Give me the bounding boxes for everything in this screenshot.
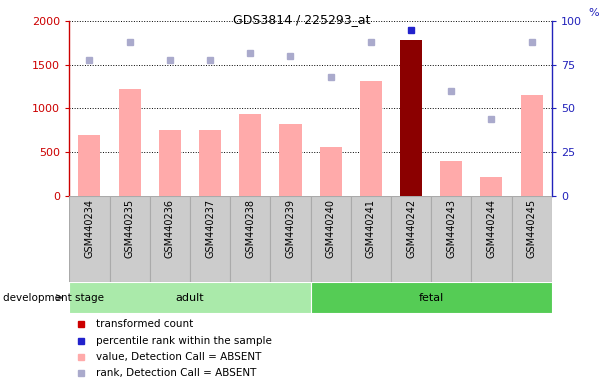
Bar (69, 282, 311, 313)
Bar (279, 124, 302, 196)
Bar (311, 196, 351, 282)
Bar (520, 95, 543, 196)
Text: GSM440245: GSM440245 (526, 199, 537, 258)
Text: transformed count: transformed count (96, 319, 194, 329)
Text: GDS3814 / 225293_at: GDS3814 / 225293_at (233, 13, 370, 26)
Text: GSM440236: GSM440236 (165, 199, 175, 258)
Text: GSM440235: GSM440235 (125, 199, 134, 258)
Bar (270, 196, 311, 282)
Text: GSM440244: GSM440244 (487, 199, 496, 258)
Text: GSM440238: GSM440238 (245, 199, 255, 258)
Text: percentile rank within the sample: percentile rank within the sample (96, 336, 273, 346)
Text: value, Detection Call = ABSENT: value, Detection Call = ABSENT (96, 352, 262, 362)
Bar (190, 196, 230, 282)
Bar (119, 89, 140, 196)
Text: adult: adult (175, 293, 204, 303)
Bar (239, 114, 261, 196)
Bar (159, 130, 181, 196)
Bar (230, 196, 270, 282)
Bar (431, 196, 472, 282)
Bar (391, 196, 431, 282)
Text: GSM440237: GSM440237 (205, 199, 215, 258)
Bar (472, 196, 511, 282)
Bar (481, 177, 502, 196)
Bar (199, 130, 221, 196)
Bar (78, 135, 101, 196)
Text: GSM440239: GSM440239 (285, 199, 295, 258)
Text: GSM440241: GSM440241 (366, 199, 376, 258)
Bar (360, 81, 382, 196)
Text: fetal: fetal (418, 293, 444, 303)
Bar (150, 196, 190, 282)
Bar (320, 147, 342, 196)
Text: GSM440240: GSM440240 (326, 199, 336, 258)
Text: GSM440242: GSM440242 (406, 199, 416, 258)
Text: rank, Detection Call = ABSENT: rank, Detection Call = ABSENT (96, 368, 257, 378)
Bar (511, 196, 552, 282)
Bar (440, 161, 463, 196)
Bar (400, 40, 422, 196)
Text: development stage: development stage (3, 293, 104, 303)
Text: GSM440234: GSM440234 (84, 199, 95, 258)
Bar (69, 196, 110, 282)
Bar (351, 196, 391, 282)
Text: %: % (588, 8, 599, 18)
Text: GSM440243: GSM440243 (446, 199, 456, 258)
Bar (110, 196, 150, 282)
Bar (311, 282, 552, 313)
